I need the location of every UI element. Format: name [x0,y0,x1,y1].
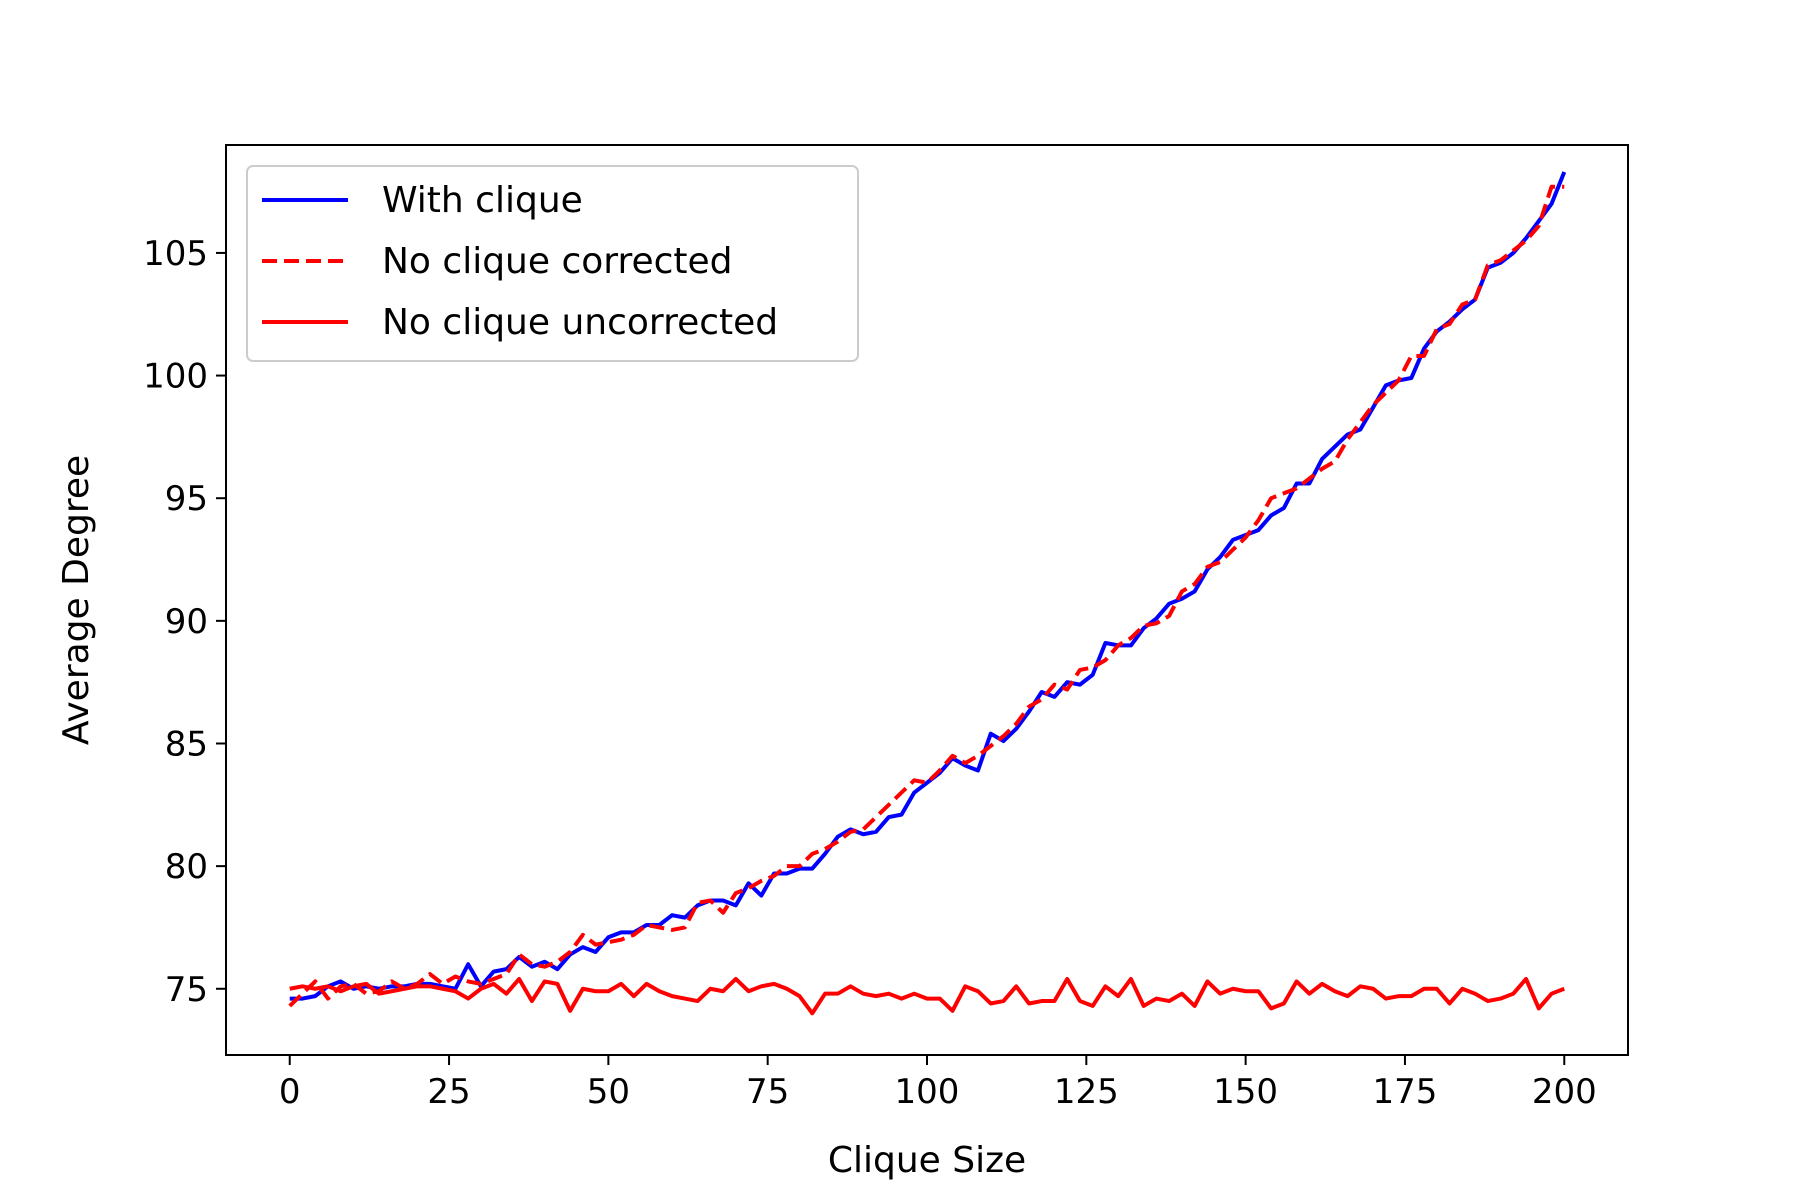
x-tick-label-8: 200 [1532,1072,1597,1112]
series-line-no-clique-uncorrected [289,976,1565,1016]
series-layer [288,171,1567,1016]
x-tick-label-6: 150 [1213,1072,1278,1112]
x-axis: 0 25 50 75 100 125 150 175 200 [279,1055,1597,1112]
y-tick-label-5: 100 [143,357,208,397]
legend: With clique No clique corrected No cliqu… [246,165,859,362]
y-tick-label-4: 95 [165,479,208,519]
y-tick-label-3: 90 [165,602,208,642]
legend-label-no-clique-uncorrected: No clique uncorrected [382,302,778,343]
x-tick-label-3: 75 [746,1072,789,1112]
x-axis-label: Clique Size [828,1140,1026,1181]
y-axis: 75 80 85 90 95 100 105 [143,234,226,1010]
x-tick-label-1: 25 [427,1072,470,1112]
y-tick-label-6: 105 [143,234,208,274]
x-tick-label-0: 0 [279,1072,301,1112]
x-tick-label-5: 125 [1054,1072,1119,1112]
x-tick-label-7: 175 [1373,1072,1438,1112]
series-line-no-clique-corrected [288,184,1565,1008]
legend-box [246,165,859,362]
y-tick-label-2: 85 [165,724,208,764]
legend-label-no-clique-corrected: No clique corrected [382,241,733,282]
legend-label-with-clique: With clique [382,180,583,221]
y-tick-label-1: 80 [165,847,208,887]
x-tick-label-2: 50 [587,1072,630,1112]
y-axis-label: Average Degree [56,455,97,745]
x-tick-label-4: 100 [895,1072,960,1112]
y-tick-label-0: 75 [165,970,208,1010]
